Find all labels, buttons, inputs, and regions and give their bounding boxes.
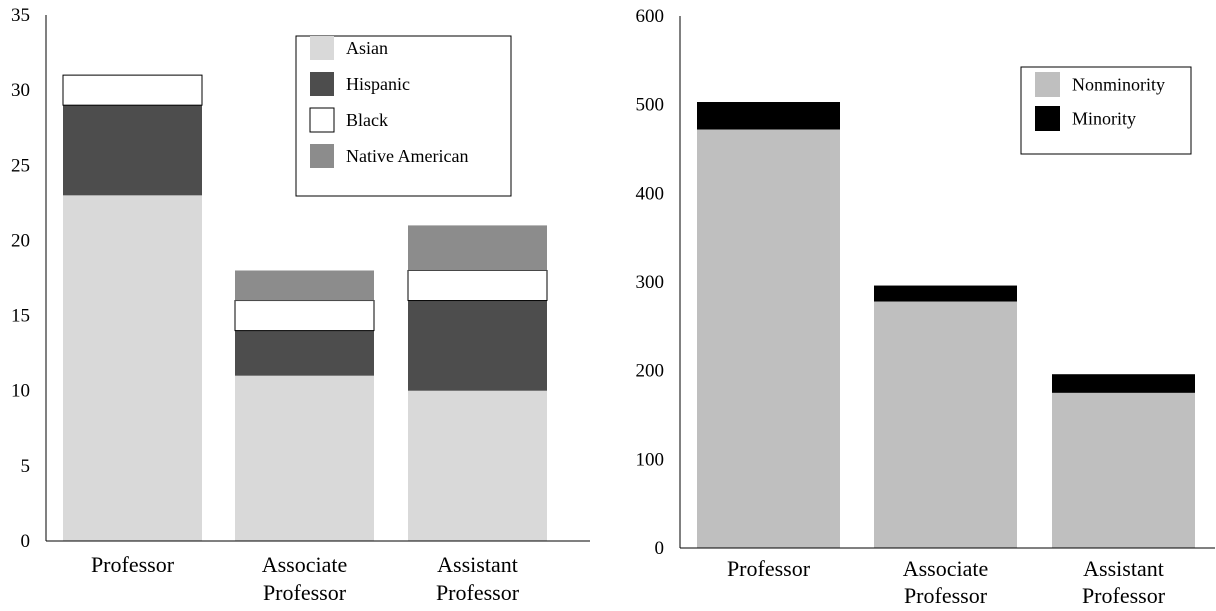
y-tick-label: 35 (11, 5, 30, 26)
y-tick-label: 300 (636, 272, 665, 293)
y-tick-label: 200 (636, 361, 665, 382)
bar-segment-nonminority-1 (874, 301, 1017, 548)
bar-segment-asian-2 (408, 390, 547, 541)
legend-label: Nonminority (1072, 75, 1165, 95)
x-tick-label: Professor (904, 583, 988, 608)
bar-segment-black-2 (407, 269, 548, 302)
y-tick-label: 500 (636, 95, 665, 116)
bar-segment-minority-1 (874, 285, 1017, 302)
bar-segment-black-0 (62, 74, 203, 106)
legend-label: Black (346, 110, 388, 130)
x-tick-label: Assistant (437, 552, 518, 577)
legend-swatch (1035, 72, 1060, 97)
bar-segment-nonminority-2 (1052, 392, 1195, 548)
x-tick-label: Professor (91, 552, 175, 577)
legend-label: Native American (346, 146, 468, 166)
bar-segment-minority-0 (697, 102, 840, 130)
y-tick-label: 10 (11, 381, 30, 402)
legend-swatch (309, 107, 335, 133)
bar-segment-native-american-1 (235, 270, 374, 301)
y-tick-label: 0 (655, 538, 665, 559)
x-tick-label: Associate (262, 552, 348, 577)
x-tick-label: Assistant (1083, 556, 1164, 581)
y-tick-label: 5 (21, 456, 31, 477)
x-tick-label: Professor (436, 580, 520, 605)
y-tick-label: 0 (21, 531, 31, 552)
legend-label: Minority (1072, 109, 1136, 129)
x-tick-label: Professor (727, 556, 811, 581)
legend-swatch (310, 144, 334, 168)
bar-segment-asian-0 (63, 195, 202, 542)
y-tick-label: 30 (11, 80, 30, 101)
y-tick-label: 400 (636, 183, 665, 204)
bar-segment-hispanic-0 (63, 105, 202, 196)
legend-label: Asian (346, 38, 388, 58)
x-tick-label: Professor (1082, 583, 1166, 608)
legend-swatch (310, 36, 334, 60)
bar-segment-native-american-2 (408, 225, 547, 271)
bar-segment-asian-1 (235, 375, 374, 541)
y-tick-label: 20 (11, 230, 30, 251)
bar-segment-hispanic-1 (235, 330, 374, 376)
bar-segment-nonminority-0 (697, 129, 840, 548)
y-tick-label: 600 (636, 6, 665, 27)
bar-segment-minority-2 (1052, 374, 1195, 393)
x-tick-label: Associate (903, 556, 989, 581)
bar-segment-black-1 (234, 300, 375, 332)
legend: Nonminority Minority (1020, 66, 1192, 155)
x-tick-label: Professor (263, 580, 347, 605)
y-tick-label: 100 (636, 449, 665, 470)
y-tick-label: 25 (11, 155, 30, 176)
legend: Asian Hispanic Black Native American (295, 35, 512, 197)
legend-swatch (1035, 106, 1060, 131)
legend-swatch (310, 72, 334, 96)
y-tick-label: 15 (11, 306, 30, 327)
ethnicity-chart: 0 5 10 15 20 25 30 35 Professor Associate Professo… (11, 5, 590, 605)
legend-label: Hispanic (346, 74, 410, 94)
bar-segment-hispanic-2 (408, 300, 547, 391)
